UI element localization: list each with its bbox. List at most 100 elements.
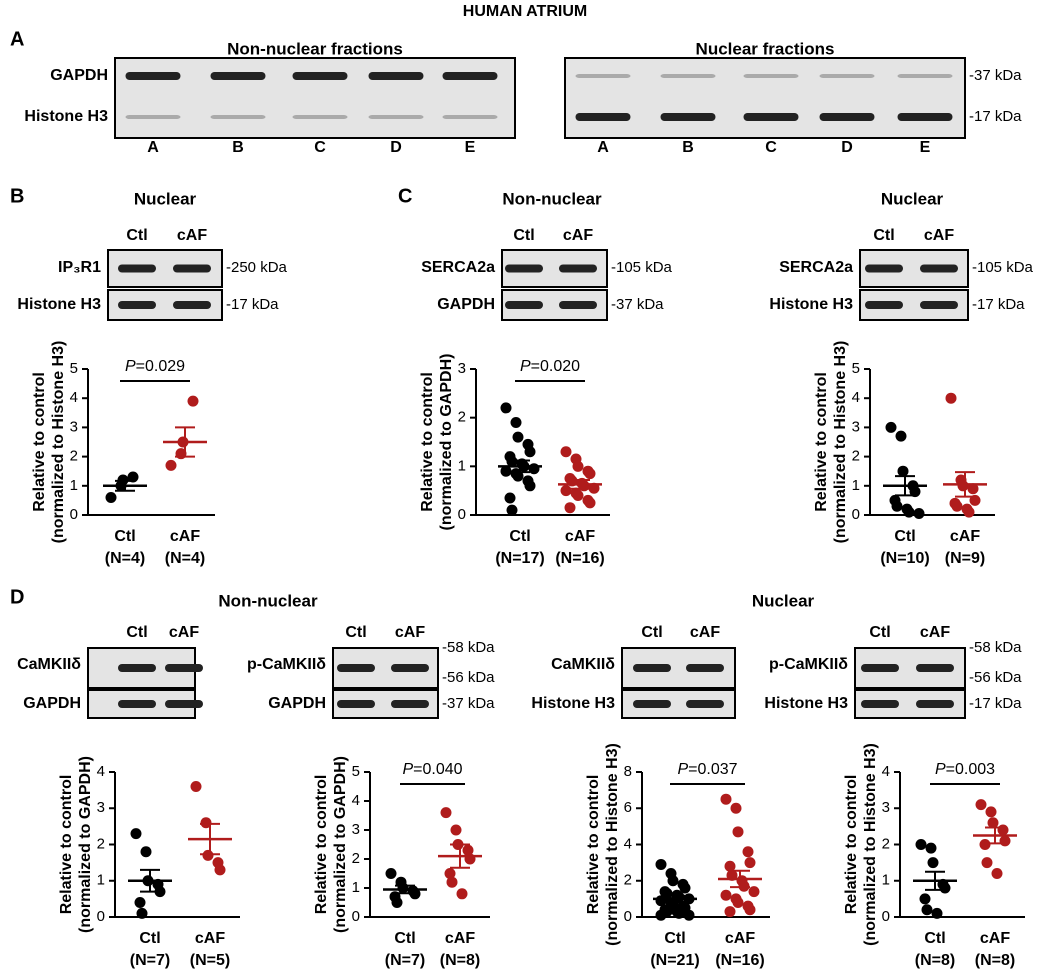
x-tick-label: Ctl [664,930,685,947]
n-label: (N=8) [440,952,480,969]
y-tick-label: 5 [852,360,860,377]
blot-band [686,700,724,708]
lane-label: C [314,139,326,156]
y-tick-label: 0 [70,506,78,523]
x-tick-label: Ctl [114,528,135,545]
blot-row-label: IP₃R1 [58,259,101,276]
blot-band [118,664,156,672]
data-point [440,807,452,819]
blot-frame [564,57,966,139]
data-point [187,395,199,407]
data-point [732,897,744,908]
n-label: (N=16) [715,952,764,969]
y-axis-label: Relative to control [843,775,860,915]
data-point [903,506,915,518]
y-tick-label: 4 [624,835,632,852]
lane-label: E [465,139,476,156]
blot-band [210,115,266,119]
data-point [979,839,991,850]
lane-label: C [765,139,777,156]
y-tick-label: 0 [458,506,466,523]
n-label: (N=4) [165,550,205,567]
panel-title: Nuclear fractions [696,39,835,58]
data-point [528,463,540,475]
data-point [891,500,903,512]
data-point [985,806,997,818]
blot-row-label: GAPDH [23,695,81,712]
kda-marker: -56 kDa [442,669,495,686]
data-point [560,485,572,497]
y-tick-label: 3 [852,418,860,435]
data-point [136,907,148,919]
lane-label: A [147,139,159,156]
data-point [927,857,939,869]
lane-label: Ctl [869,624,890,641]
n-label: (N=8) [975,952,1015,969]
data-point [919,893,931,905]
blot-band [337,664,375,672]
lane-label: Ctl [873,227,894,244]
data-point [897,465,909,477]
data-point [446,876,458,888]
y-tick-label: 2 [70,448,78,465]
data-point [391,897,403,908]
n-label: (N=17) [495,550,544,567]
blot-band [897,113,953,121]
kda-marker: -17 kDa [969,108,1022,125]
blot-row-label: Histone H3 [24,108,108,125]
y-tick-label: 8 [624,763,632,780]
data-point [732,826,744,838]
blot-band [118,301,156,309]
data-point [572,460,584,472]
y-tick-label: 3 [882,799,890,816]
blot-band [660,113,716,121]
y-axis-label: Relative to control [58,775,75,915]
x-tick-label: cAF [980,930,1010,947]
data-point [742,846,754,858]
y-axis-label: (normalized to Histone H3) [50,341,67,544]
data-point [560,446,572,458]
data-point [939,882,951,894]
lane-label: D [841,139,853,156]
y-axis-label: Relative to control [313,775,330,915]
y-tick-label: 4 [852,389,860,406]
x-tick-label: Ctl [139,930,160,947]
y-tick-label: 5 [70,360,78,377]
blot-row-label: p-CaMKIIδ [247,656,326,673]
y-axis-label: Relative to control [31,372,48,512]
data-point [105,491,117,503]
data-point [140,846,152,858]
data-point [885,421,897,433]
blot-band [292,72,348,80]
y-tick-label: 0 [882,908,890,925]
data-point [385,868,397,879]
data-point [572,490,584,502]
data-point [963,506,975,518]
lane-label: cAF [690,624,720,641]
p-symbol: P [520,358,531,375]
y-axis-label: Relative to control [585,775,602,915]
p-symbol: P [935,761,946,778]
blot-band [173,264,211,273]
y-axis-label: Relative to control [419,372,436,512]
blot-row-label: CaMKIIδ [551,656,615,673]
data-point [748,886,760,898]
y-tick-label: 2 [852,448,860,465]
blot-band [391,664,429,672]
data-point [720,793,732,805]
lane-label: Ctl [126,624,147,641]
blot-row-label: Histone H3 [769,296,853,313]
data-point [913,508,925,520]
data-point [655,909,667,921]
y-tick-label: 4 [97,763,105,780]
data-point [510,417,522,429]
panel-title: Non-nuclear [218,591,318,610]
data-point [945,392,957,404]
n-label: (N=10) [880,550,929,567]
y-tick-label: 4 [70,389,78,406]
data-point [667,875,679,887]
kda-marker: -56 kDa [969,669,1022,686]
blot-band [920,264,958,273]
y-tick-label: 3 [97,799,105,816]
data-point [500,465,512,477]
